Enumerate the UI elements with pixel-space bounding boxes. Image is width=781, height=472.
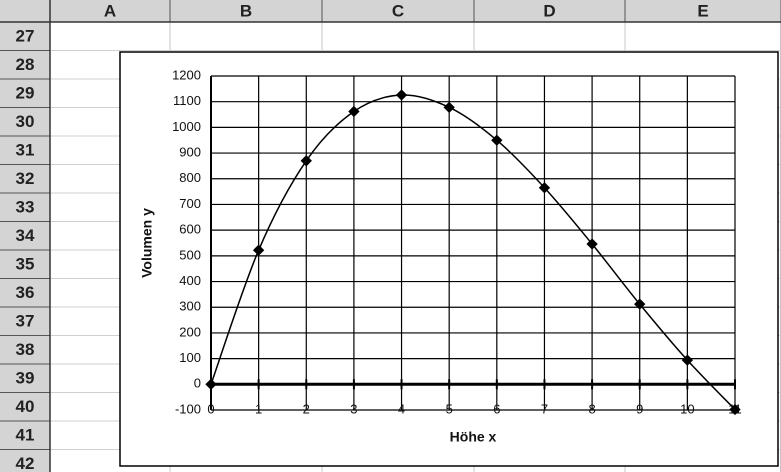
y-tick-label: 200 [179,324,201,339]
row-header: 42 [16,454,35,472]
chart: -100 0 100 200 300 400 500 600 700 800 900 1000 1100… [139,67,742,444]
column-header: C [392,1,404,20]
y-tick-label: 900 [179,145,201,160]
data-point [491,134,503,146]
x-tick-label: 2 [303,401,310,416]
y-tick-label: 600 [179,222,201,237]
x-axis-label: Höhe x [450,429,497,445]
row-header: 32 [16,169,35,188]
data-point [538,182,551,194]
column-header: B [240,1,252,20]
y-tick-label: 1200 [172,67,201,82]
row-header: 39 [16,369,35,388]
column-header: A [104,1,116,20]
data-point [300,155,312,167]
y-tick-label: -100 [175,401,201,416]
data-point [729,403,741,416]
y-tick-label: 0 [194,376,201,391]
row-header: 31 [16,141,35,160]
y-tick-label: 1000 [172,119,201,134]
y-tick-label: 1100 [173,93,201,108]
row-header: 38 [16,340,35,359]
column-header-bar [0,0,781,22]
x-tick-label: 4 [398,401,405,416]
y-tick-label: 300 [179,299,201,314]
column-header: E [697,1,708,20]
row-header: 36 [16,283,35,302]
row-header: 34 [16,226,35,245]
x-tick-label: 3 [350,401,357,416]
y-tick-label: 800 [179,170,201,185]
x-tick-label: 8 [588,401,595,416]
y-tick-label: 400 [179,273,201,288]
row-header: 30 [16,112,35,131]
row-header: 41 [16,426,35,445]
x-tick-label: 10 [680,401,694,416]
row-header: 27 [16,27,35,46]
y-tick-label: 500 [179,247,201,262]
y-tick-label: 100 [179,350,201,365]
row-header: 29 [16,84,35,103]
data-point [586,238,598,250]
row-header: 40 [16,397,35,416]
x-tick-label: 7 [541,401,548,416]
x-tick-label: 6 [493,401,500,416]
column-header: D [543,1,555,20]
x-tick-label: 9 [636,401,643,416]
y-axis-label: Volumen y [139,208,155,278]
data-point [681,354,694,366]
row-header: 33 [16,198,35,217]
series-line [210,94,736,411]
data-point [252,244,265,256]
row-header: 35 [16,255,35,274]
y-tick-label: 700 [179,196,201,211]
data-point [634,298,646,310]
x-tick-label: 1 [255,401,262,416]
row-header: 37 [16,312,35,331]
data-point [205,378,217,390]
row-header: 28 [16,55,35,74]
x-tick-label: 5 [446,401,453,416]
